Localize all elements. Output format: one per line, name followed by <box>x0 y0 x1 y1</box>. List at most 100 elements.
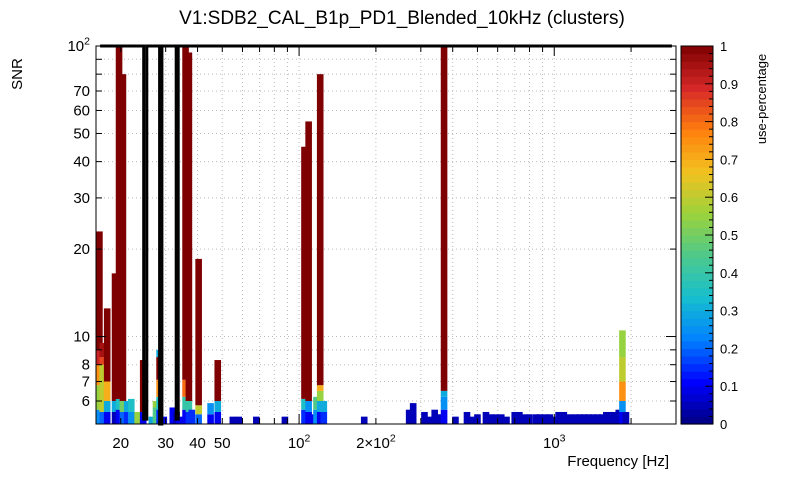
colorbar-tick-label: 0 <box>720 417 727 432</box>
x-tick-label: 50 <box>214 435 231 452</box>
colorbar-segment <box>681 318 713 327</box>
colorbar-segment <box>681 242 713 251</box>
heatmap-cell <box>253 416 260 424</box>
heatmap-cell <box>421 411 428 424</box>
y-tick-label: 60 <box>73 102 90 119</box>
heatmap-cell <box>426 416 434 424</box>
colorbar-segment <box>681 151 713 160</box>
heatmap-cell <box>482 411 490 424</box>
heatmap-cell <box>536 414 544 424</box>
y-tick-label: 8 <box>82 357 90 374</box>
colorbar-segment <box>681 129 713 138</box>
heatmap-cell <box>99 343 107 358</box>
heatmap-cell <box>96 349 103 365</box>
heatmap-cell <box>486 414 494 424</box>
heatmap-cell <box>99 364 107 412</box>
colorbar-segment <box>681 325 713 334</box>
heatmap-cell <box>619 330 626 358</box>
heatmap-cell <box>127 398 135 412</box>
heatmap-cell <box>96 385 103 410</box>
heatmap-cell <box>182 46 189 380</box>
grid <box>96 46 677 424</box>
colorbar-segment <box>681 98 713 108</box>
heatmap-cell <box>103 400 111 412</box>
heatmap-cell <box>111 400 119 412</box>
heatmap-cell <box>185 400 193 412</box>
colorbar-segment <box>681 371 713 380</box>
heatmap-cell <box>316 411 324 424</box>
colorbar-segment <box>681 106 713 115</box>
colorbar-segment <box>681 114 713 123</box>
heatmap-cell <box>598 414 606 424</box>
heatmap-cell <box>619 381 626 401</box>
heatmap-cell <box>497 414 505 424</box>
colorbar-segment <box>681 46 713 55</box>
heatmap-cell <box>188 409 196 424</box>
heatmap-cell <box>103 411 111 424</box>
heatmap-cell <box>301 409 308 424</box>
x-tick-label: 103 <box>543 432 566 452</box>
heatmap-cell <box>436 414 443 424</box>
x-tick-label: 102 <box>288 432 311 452</box>
heatmap-cell <box>152 407 160 424</box>
heatmap-cell <box>214 360 222 401</box>
heatmap-cell <box>555 411 562 424</box>
colorbar-segment <box>681 265 713 274</box>
colorbar-segment <box>681 416 713 425</box>
heatmap-cell <box>585 414 592 424</box>
heatmap-cell <box>316 400 324 412</box>
heatmap-cell <box>431 409 439 424</box>
colorbar-segment <box>681 212 713 221</box>
heatmap-cell <box>160 416 168 424</box>
colorbar-segment <box>681 136 713 145</box>
heatmap-cell <box>111 273 119 401</box>
colorbar-segment <box>681 303 713 312</box>
heatmap-cell <box>305 411 312 424</box>
heatmap-cell <box>115 398 123 410</box>
heatmap-cell <box>207 403 214 415</box>
heatmap-cell <box>182 396 189 410</box>
heatmap-cell <box>320 400 328 412</box>
heatmap-cell <box>313 409 320 424</box>
y-tick-label: 30 <box>73 190 90 207</box>
heatmap-cell <box>115 46 123 399</box>
heatmap-cell <box>503 416 510 424</box>
colorbar-segment <box>681 189 713 198</box>
x-tick-label: 30 <box>157 435 174 452</box>
x-tick-label: 40 <box>189 435 206 452</box>
colorbar-segment <box>681 257 713 266</box>
heatmap-cells <box>96 46 630 424</box>
colorbar-segment <box>681 76 713 85</box>
heatmap-cell <box>541 414 549 424</box>
colorbar-segment <box>681 166 713 176</box>
heatmap-cell <box>123 411 131 424</box>
heatmap-cell <box>301 398 308 410</box>
heatmap-cell <box>103 308 111 382</box>
heatmap-cell <box>214 411 222 424</box>
colorbar-segment <box>681 280 713 289</box>
heatmap-cell <box>301 146 308 399</box>
colorbar-segment <box>681 174 713 183</box>
heatmap-cell <box>611 411 618 424</box>
heatmap-cell <box>594 414 601 424</box>
colorbar-segment <box>681 287 713 297</box>
heatmap-cell <box>207 414 214 424</box>
heatmap-cell <box>96 364 103 386</box>
chart-title: V1:SDB2_CAL_B1p_PD1_Blended_10kHz (clust… <box>179 8 625 29</box>
heatmap-cell <box>576 414 584 424</box>
heatmap-cell <box>440 390 448 397</box>
heatmap-cell <box>572 414 579 424</box>
colorbar-segment <box>681 408 713 418</box>
colorbar-segment <box>681 378 713 387</box>
z-axis-label: use-percentage <box>754 54 769 144</box>
heatmap-cell <box>492 414 500 424</box>
heatmap-cell <box>134 411 141 424</box>
colorbar-segment <box>681 227 713 236</box>
colorbar-segment <box>681 219 713 229</box>
y-tick-label: 40 <box>73 154 90 171</box>
heatmap-cell <box>532 414 540 424</box>
heatmap-cell <box>182 379 189 397</box>
heatmap-cell <box>316 74 324 386</box>
heatmap-cell <box>185 52 193 401</box>
heatmap-cell <box>516 411 523 424</box>
